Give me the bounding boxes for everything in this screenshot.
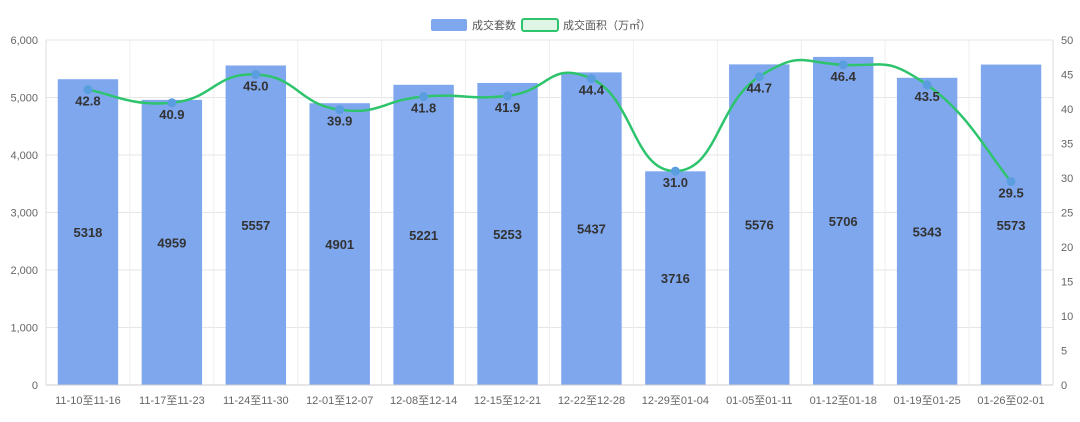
x-axis-tick-label: 11-10至11-16 (55, 395, 121, 407)
line-point[interactable] (838, 60, 848, 70)
bar[interactable] (309, 103, 370, 385)
line-point[interactable] (503, 91, 513, 101)
line-layer (83, 58, 1016, 186)
line-value-label: 43.5 (914, 89, 939, 104)
legend-label-line[interactable]: 成交面积（万㎡） (563, 18, 651, 32)
right-axis-tick-label: 0 (1061, 380, 1067, 392)
bar-value-label: 3716 (661, 271, 690, 286)
right-axis-tick-label: 15 (1061, 277, 1073, 289)
right-axis-tick-label: 40 (1061, 104, 1073, 116)
bar-value-label: 5557 (241, 218, 270, 233)
line-value-label: 45.0 (243, 79, 268, 94)
bar[interactable] (729, 64, 790, 385)
bar-value-label: 5221 (409, 228, 438, 243)
x-axis-tick-label: 12-01至12-07 (306, 395, 373, 407)
line-point[interactable] (922, 80, 932, 90)
right-axis-tick-label: 25 (1061, 208, 1073, 220)
line-value-label: 42.8 (75, 94, 100, 109)
legend-swatch-bar[interactable] (431, 19, 467, 31)
bar-value-label: 5706 (829, 214, 858, 229)
bar-layer (57, 56, 1042, 386)
line-value-label: 41.8 (411, 101, 436, 116)
x-axis-tick-label: 11-24至11-30 (223, 395, 289, 407)
bar[interactable] (896, 77, 958, 385)
left-axis-tick-label: 5,000 (10, 93, 38, 105)
bar[interactable] (812, 56, 874, 385)
right-axis-tick-label: 20 (1061, 242, 1073, 254)
line-value-label: 41.9 (495, 100, 520, 115)
bar[interactable] (141, 99, 203, 386)
line-value-label: 40.9 (159, 107, 184, 122)
x-axis-tick-label: 12-15至12-21 (474, 395, 541, 407)
line-value-label: 29.5 (998, 185, 1023, 200)
x-axis-tick-label: 12-22至12-28 (558, 395, 625, 407)
line-point[interactable] (335, 105, 345, 115)
right-axis-tick-label: 10 (1061, 311, 1073, 323)
x-axis-tick-label: 01-19至01-25 (893, 395, 960, 407)
bar-value-label: 5318 (73, 225, 102, 240)
x-axis-tick-label: 11-17至11-23 (139, 395, 205, 407)
bar[interactable] (225, 65, 287, 385)
x-axis-tick-label: 01-12至01-18 (810, 395, 877, 407)
line-value-label: 46.4 (831, 69, 857, 84)
line-point[interactable] (251, 70, 261, 79)
bar-value-label: 5437 (577, 222, 606, 237)
line-point[interactable] (419, 92, 429, 102)
bar-value-label: 5576 (745, 218, 774, 233)
right-axis-tick-label: 35 (1061, 139, 1073, 151)
line-point[interactable] (754, 72, 764, 82)
line-point[interactable] (83, 85, 93, 95)
line-value-label: 39.9 (327, 114, 352, 129)
line-point[interactable] (1006, 176, 1016, 186)
line-point[interactable] (586, 74, 596, 84)
left-axis-tick-label: 1,000 (10, 323, 38, 335)
bar[interactable] (645, 171, 706, 385)
bar[interactable] (980, 64, 1042, 386)
x-axis-tick-label: 01-26至02-01 (977, 395, 1044, 407)
x-axis-tick-label: 01-05至01-11 (726, 395, 792, 407)
legend-label-bar[interactable]: 成交套数 (472, 18, 516, 32)
line-point[interactable] (670, 166, 680, 176)
bar[interactable] (57, 79, 119, 385)
right-axis-tick-label: 30 (1061, 173, 1073, 185)
x-axis-tick-label: 12-29至01-04 (642, 395, 709, 407)
line-point[interactable] (167, 98, 177, 108)
left-axis-tick-label: 6,000 (10, 35, 38, 47)
label-layer: 5318 4959 5557 4901 5221 5253 5437 3716 5576 5706… (73, 69, 1025, 286)
line-value-label: 31.0 (663, 175, 688, 190)
left-axis-tick-label: 4,000 (10, 150, 38, 162)
bar-value-label: 4959 (157, 235, 186, 250)
legend[interactable]: 成交套数 成交面积（万㎡） (431, 18, 651, 32)
line-value-label: 44.7 (747, 81, 772, 96)
x-axis-tick-label: 12-08至12-14 (390, 395, 457, 407)
left-axis-tick-label: 2,000 (10, 265, 38, 277)
line-value-label: 44.4 (579, 83, 605, 98)
bar-value-label: 4901 (325, 237, 354, 252)
right-axis-tick-label: 50 (1061, 35, 1073, 47)
legend-swatch-line[interactable] (521, 18, 559, 32)
axis-layer: 0 1,000 2,000 3,000 4,000 5,000 6,000 0 5 10 15 20 2… (10, 35, 1073, 407)
right-axis-tick-label: 5 (1061, 346, 1067, 358)
left-axis-tick-label: 3,000 (10, 208, 38, 220)
left-axis-tick-label: 0 (32, 380, 38, 392)
bar-value-label: 5573 (997, 218, 1026, 233)
bar[interactable] (561, 72, 622, 385)
bar[interactable] (393, 84, 454, 385)
grid-layer (45, 39, 1054, 386)
right-axis-tick-label: 45 (1061, 70, 1073, 82)
bar-value-label: 5253 (493, 227, 522, 242)
bar[interactable] (477, 82, 538, 385)
bar-value-label: 5343 (913, 224, 942, 239)
